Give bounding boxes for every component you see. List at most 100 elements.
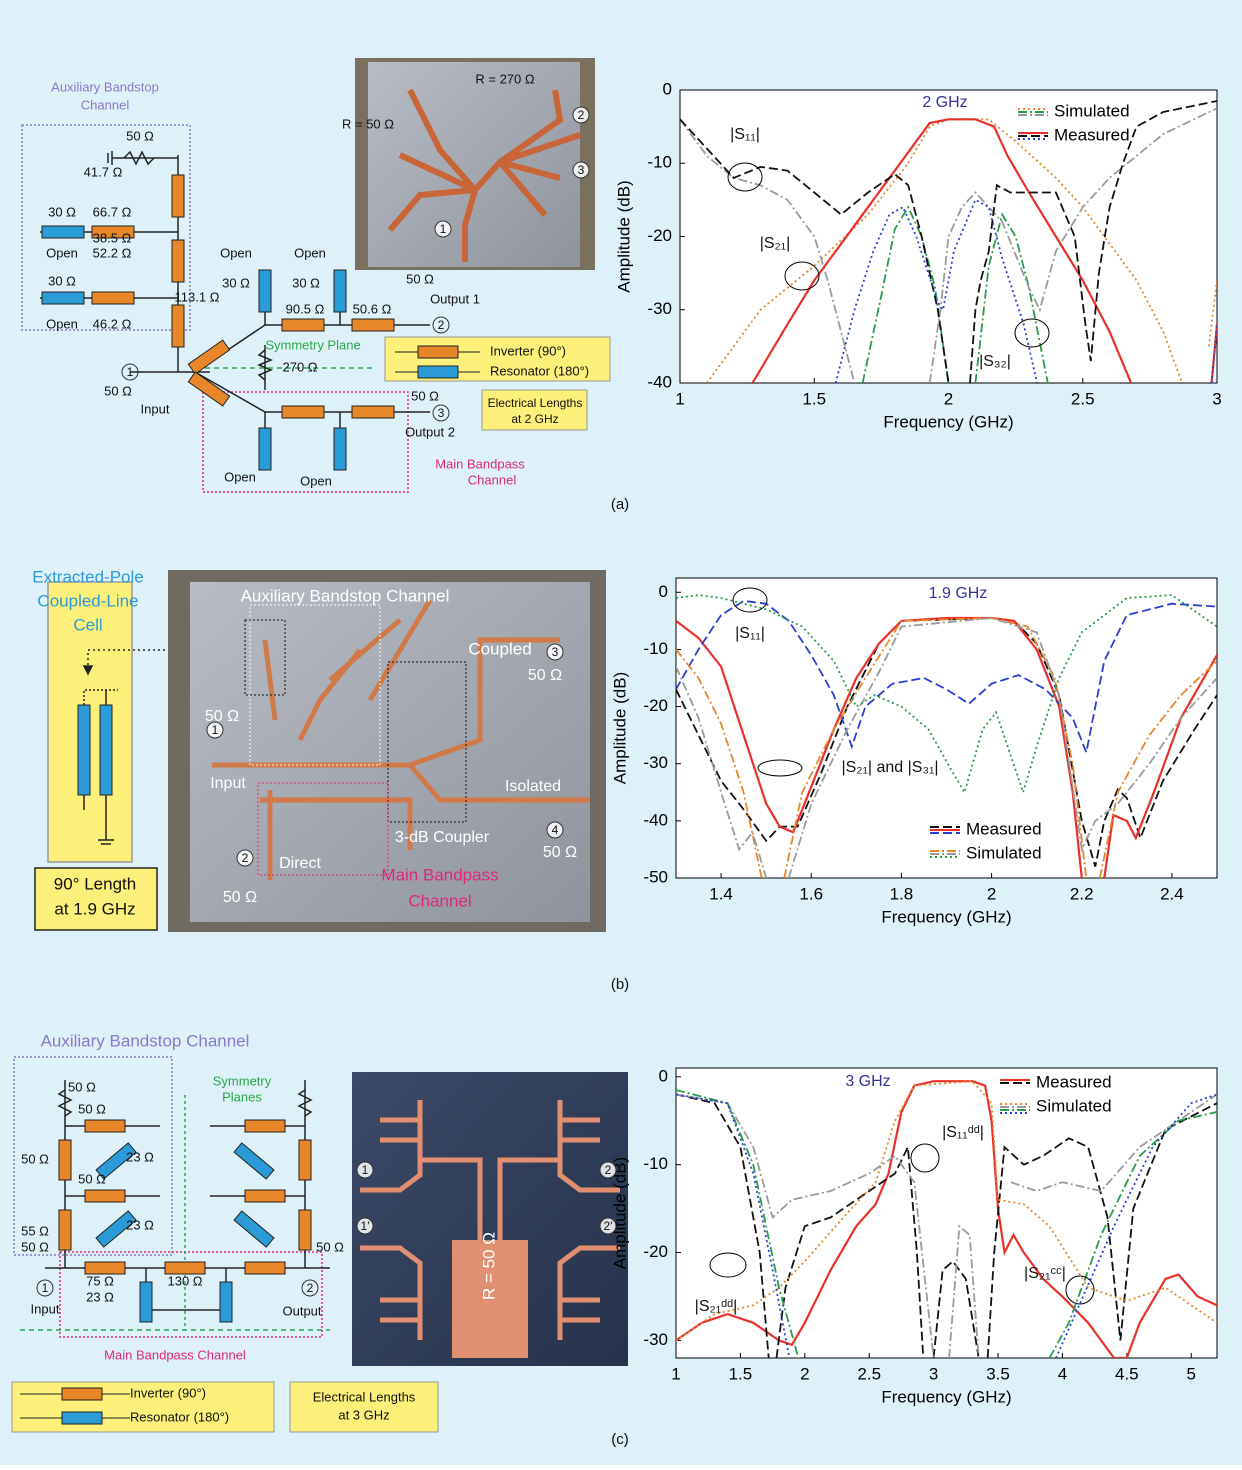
y-tick-label: -40 [643,810,668,829]
label: R = 50 Ω [479,1232,498,1300]
port-number: 1 [440,222,447,236]
label: 50 Ω [78,1101,106,1116]
label: Inverter (90°) [490,343,566,358]
legend-label: Simulated [1054,101,1130,120]
label: 23 Ω [126,1149,154,1164]
annotation: |S₁₁| [735,625,765,642]
annotation: 3 GHz [845,1073,890,1090]
legend-label: Measured [1054,125,1130,144]
label: Symmetry Plane [265,337,360,352]
port-number: 2 [578,108,585,122]
label: Main Bandpass [435,456,525,471]
label: Symmetry [213,1073,272,1088]
label: Input [141,401,170,416]
label: Open [46,316,78,331]
port-number: 2 [605,1163,612,1177]
x-axis-label: Frequency (GHz) [881,907,1011,926]
port-number: 2 [307,1281,314,1295]
label: at 2 GHz [511,412,558,426]
y-tick-label: -20 [643,696,668,715]
photo-c [352,1072,628,1366]
port-number: 3 [438,406,445,420]
label: Open [220,245,252,260]
label: 75 Ω [86,1273,114,1288]
label: Extracted-Pole [32,567,144,586]
label: 50 Ω [104,383,132,398]
label: Output 2 [405,424,455,439]
label: Auxiliary Bandstop Channel [241,586,450,605]
label: Coupled [468,639,531,658]
label: 50 Ω [21,1239,49,1254]
label: 30 Ω [292,275,320,290]
label: 50.6 Ω [353,301,392,316]
x-axis-label: Frequency (GHz) [883,412,1013,431]
label: Resonator (180°) [130,1409,229,1424]
label: Channel [81,97,130,112]
port-number: 2 [438,318,445,332]
label: Open [46,245,78,260]
annotation: |S₁₁ᵈᵈ| [942,1124,984,1141]
x-tick-label: 1.6 [799,884,823,903]
label: Open [294,245,326,260]
y-tick-label: 0 [659,1066,668,1085]
label: Open [224,469,256,484]
label: Auxiliary Bandstop Channel [41,1031,250,1050]
annotation: |S₃₂| [979,353,1011,370]
label: Input [210,775,246,792]
label: 30 Ω [48,204,76,219]
label: 50 Ω [528,667,562,684]
photo-a [355,58,595,270]
label: 30 Ω [48,273,76,288]
x-tick-label: 1 [675,389,684,408]
label: Inverter (90°) [130,1385,206,1400]
label: 66.7 Ω [93,204,132,219]
label: Main Bandpass [381,865,498,884]
caption: (b) [611,976,629,993]
label: 30 Ω [222,275,250,290]
x-tick-label: 2 [800,1364,809,1383]
port-number: 3 [578,163,585,177]
label: 55 Ω [21,1223,49,1238]
annotation: 2 GHz [922,94,967,111]
x-tick-label: 1.4 [709,884,733,903]
annotation: |S₂₁| [760,235,791,252]
label: R = 50 Ω [342,116,394,131]
y-tick-label: -20 [643,1242,668,1261]
label: Isolated [505,778,561,795]
x-axis-label: Frequency (GHz) [881,1387,1011,1406]
annotation: |S₂₁ᵈᵈ| [695,1298,738,1315]
label: 23 Ω [86,1289,114,1304]
label: 50 Ω [78,1171,106,1186]
legend-label: Simulated [1036,1096,1112,1115]
port-number: 2′ [604,1219,614,1233]
caption: (a) [611,496,629,513]
y-tick-label: -30 [643,753,668,772]
label: 38.5 Ω [93,230,132,245]
x-tick-label: 1.8 [890,884,914,903]
x-tick-label: 3 [929,1364,938,1383]
y-tick-label: 0 [659,582,668,601]
label: 50 Ω [223,889,257,906]
port-number: 1 [212,723,219,737]
x-tick-label: 2.4 [1160,884,1184,903]
label: Resonator (180°) [490,363,589,378]
port-number: 1 [42,1281,49,1295]
annotation: |S₂₁| and |S₃₁| [841,759,938,776]
y-tick-label: -30 [643,1330,668,1349]
label: 113.1 Ω [175,289,220,304]
x-tick-label: 1.5 [802,389,826,408]
annotation: |S₁₁| [730,126,760,143]
port-number: 1 [362,1163,369,1177]
x-tick-label: 1.5 [729,1364,753,1383]
label: 90.5 Ω [286,301,325,316]
label: 130 Ω [167,1273,202,1288]
label: Output [282,1303,321,1318]
label: Channel [408,891,471,910]
port-number: 1′ [361,1219,371,1233]
label: 50 Ω [411,388,439,403]
label: 270 Ω [282,359,317,374]
x-tick-label: 2 [944,389,953,408]
label: 3-dB Coupler [395,829,490,846]
figure: 11.522.530-10-20-30-40Frequency (GHz)Amp… [0,0,1242,1465]
